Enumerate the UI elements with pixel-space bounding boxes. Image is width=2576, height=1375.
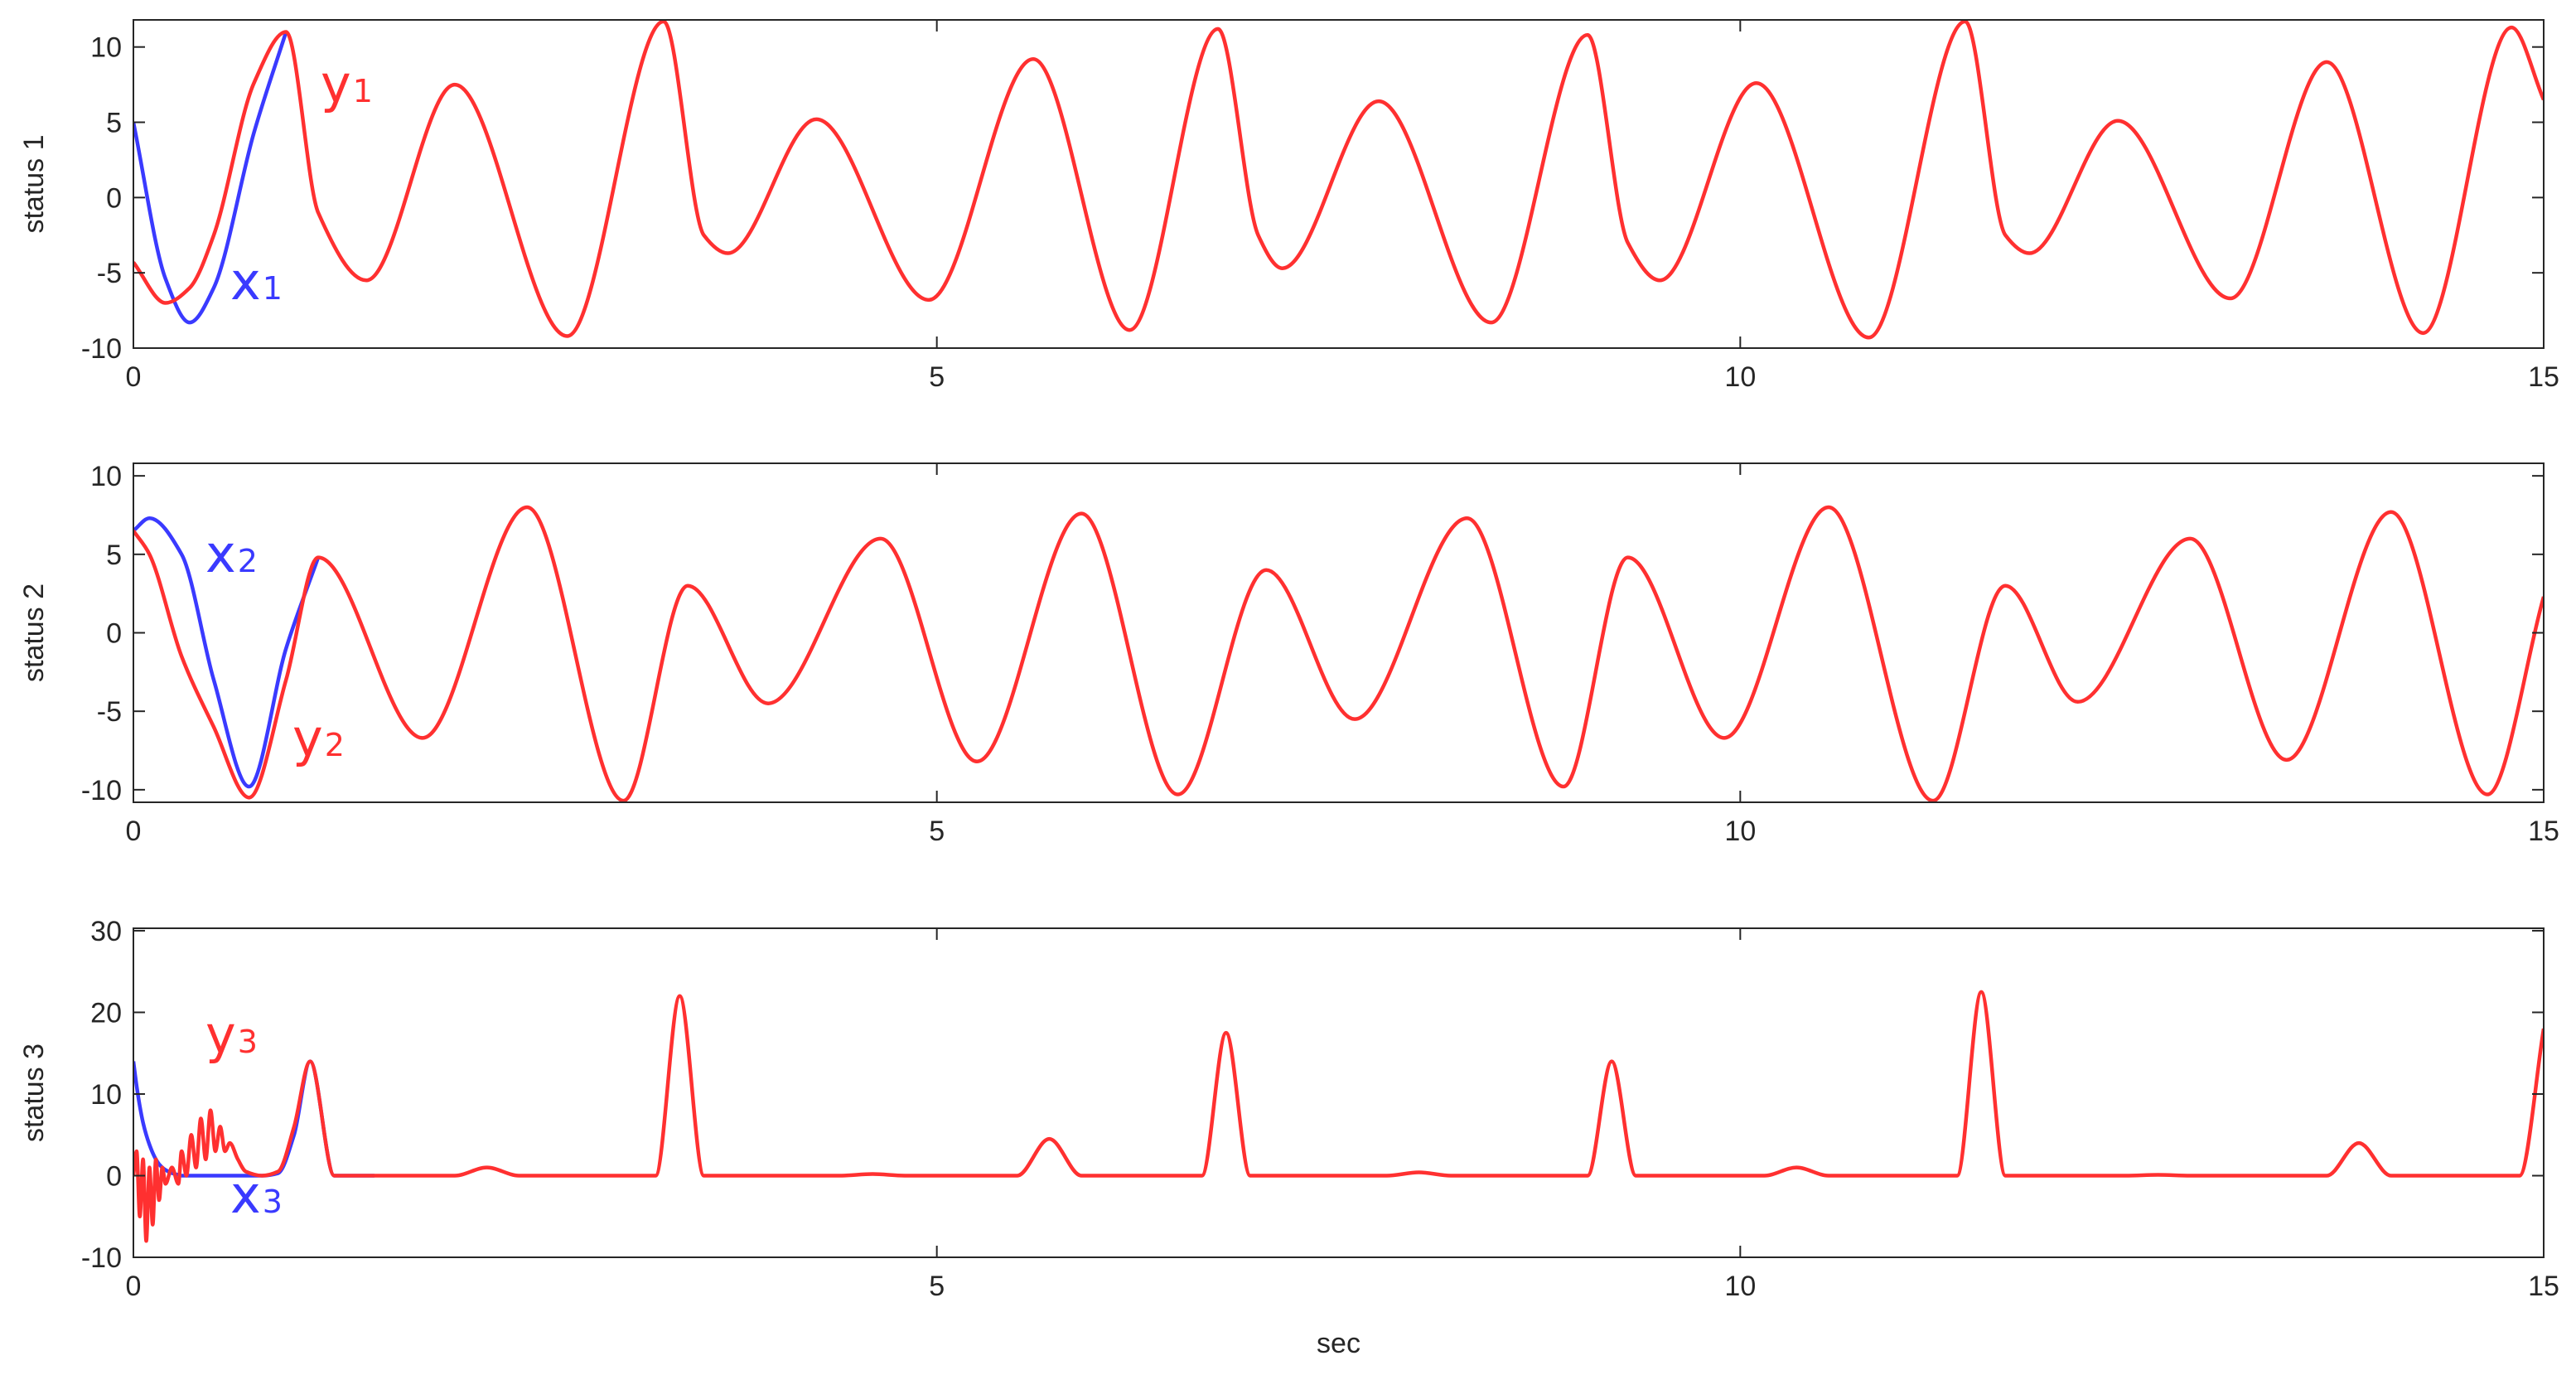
x-tick-label: 15 (2528, 1271, 2559, 1302)
y-tick-label: -10 (81, 775, 122, 806)
series-label-subscript: 2 (238, 543, 258, 579)
axes-box (133, 462, 2545, 803)
x-axis-label: sec (1317, 1328, 1360, 1359)
series-label: x2 (205, 524, 258, 584)
series-label-name: x (230, 1164, 261, 1225)
axes-background (133, 463, 2544, 802)
series-label: x3 (230, 1164, 283, 1225)
y-tick-label: -5 (97, 696, 122, 728)
series-label: y1 (321, 54, 373, 114)
x-tick-label: 0 (126, 816, 142, 847)
x-tick-label: 10 (1724, 1271, 1756, 1302)
y-axis-label: status 3 (18, 1043, 50, 1142)
line-series (133, 31, 288, 325)
y-tick-label: 10 (90, 1079, 122, 1111)
axes-box (133, 19, 2545, 349)
x-tick-label: 10 (1724, 816, 1756, 847)
series-label-name: y (205, 1005, 236, 1065)
plot-area (133, 20, 2544, 340)
y-tick-label: -10 (81, 333, 122, 365)
y-tick-label: -10 (81, 1242, 122, 1274)
plot-area (133, 505, 2544, 802)
series-label-subscript: 2 (325, 727, 345, 763)
x-tick-label: 0 (126, 1271, 142, 1302)
line-series (133, 505, 2544, 802)
y-tick-label: 0 (106, 182, 122, 214)
x-tick-label: 5 (929, 361, 945, 393)
series-label-name: y (292, 708, 323, 768)
x-tick-label: 15 (2528, 816, 2559, 847)
y-tick-label: -5 (97, 258, 122, 289)
y-tick-label: 20 (90, 997, 122, 1029)
series-label-name: x (230, 251, 261, 312)
y-tick-label: 30 (90, 916, 122, 947)
series-label-subscript: 3 (263, 1184, 283, 1220)
series-label-subscript: 1 (353, 73, 373, 109)
x-tick-label: 0 (126, 361, 142, 393)
axes-box (133, 927, 2545, 1258)
y-tick-label: 10 (90, 32, 122, 64)
line-series (133, 20, 2544, 340)
y-axis-label: status 2 (18, 583, 50, 682)
axes-background (133, 20, 2544, 348)
line-series (133, 990, 2544, 1243)
axes-background (133, 928, 2544, 1257)
x-tick-label: 5 (929, 816, 945, 847)
line-series (133, 516, 321, 789)
x-tick-label: 15 (2528, 361, 2559, 393)
series-label-subscript: 3 (238, 1024, 258, 1060)
series-label-name: x (205, 524, 236, 584)
y-tick-label: 0 (106, 618, 122, 650)
x-tick-label: 5 (929, 1271, 945, 1302)
y-tick-label: 0 (106, 1160, 122, 1192)
plot-area (133, 990, 2544, 1243)
x-tick-label: 10 (1724, 361, 1756, 393)
series-label: y3 (205, 1005, 258, 1065)
series-label-name: y (321, 54, 351, 114)
y-axis-label: status 1 (18, 134, 50, 233)
y-tick-label: 10 (90, 461, 122, 492)
series-label: x1 (230, 251, 283, 312)
series-label-subscript: 1 (263, 270, 283, 307)
series-label: y2 (292, 708, 345, 768)
y-tick-label: 5 (106, 108, 122, 139)
y-tick-label: 5 (106, 540, 122, 571)
